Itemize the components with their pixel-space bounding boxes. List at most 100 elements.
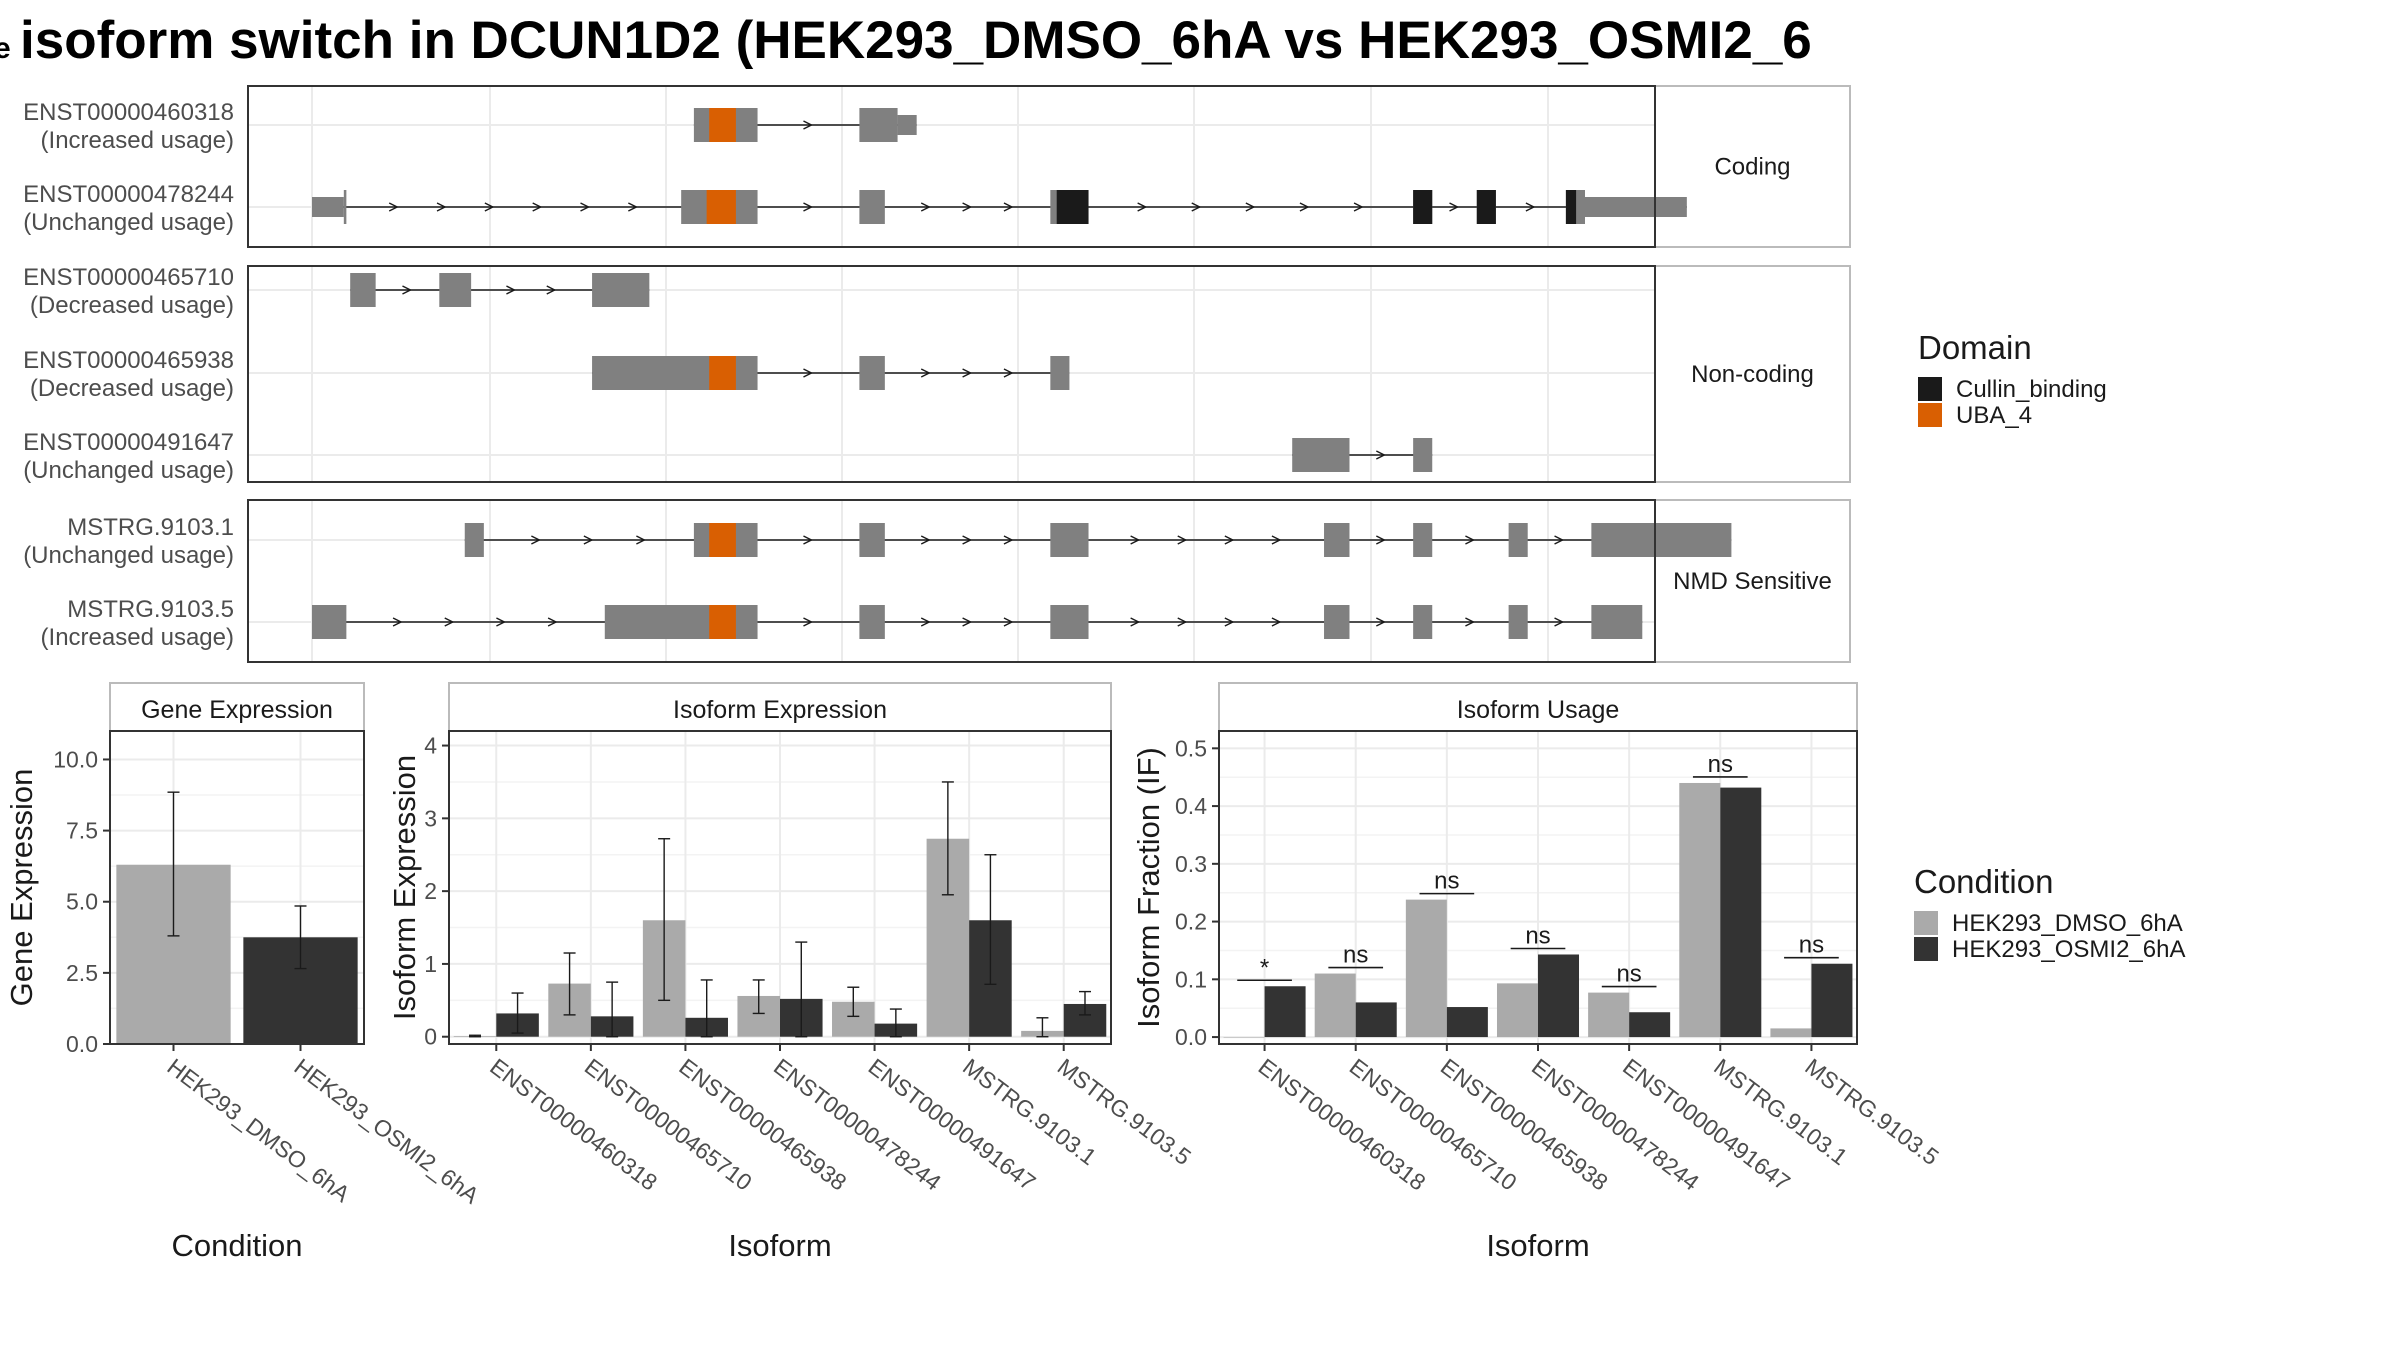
exon-0 — [1292, 438, 1350, 472]
chart-2: Isoform Usage 0.0 0.1 0.2 0.3 0.4 0.5 * ENST0000… — [1131, 682, 1944, 1263]
y-tick-label-3: 0.3 — [1175, 851, 1207, 877]
bar-HEK293_OSMI2_6hA-4 — [1629, 1012, 1671, 1038]
arrow-mark — [1245, 202, 1256, 212]
arrow-mark — [962, 617, 973, 627]
panel-background — [248, 500, 1655, 662]
bar-HEK293_OSMI2_6hA-2 — [1446, 1007, 1488, 1038]
chart-border — [109, 730, 365, 1045]
bar-HEK293_DMSO_6hA-0 — [1223, 1037, 1265, 1038]
panel-background — [248, 86, 1655, 247]
transcript-id-label: ENST00000465938 — [23, 347, 234, 374]
panel-border — [247, 499, 1656, 663]
legend-swatch-0 — [1914, 911, 1938, 935]
transcript-MSTRG.9103.1: MSTRG.9103.1(Unchanged usage) — [23, 514, 1732, 569]
transcript-status-label: (Increased usage) — [41, 624, 234, 651]
x-axis-title: Isoform — [1486, 1228, 1589, 1263]
chart-strip — [448, 682, 1112, 732]
legend-swatch-1 — [1914, 937, 1938, 961]
title-prefix: e — [0, 32, 11, 65]
transcript-status-label: (Unchanged usage) — [23, 209, 234, 236]
y-tick-label-4: 4 — [424, 733, 437, 759]
arrow-mark — [962, 368, 973, 378]
transcript-id-label: ENST00000478244 — [23, 181, 234, 208]
exon-7 — [1591, 523, 1732, 557]
arrow-mark — [1525, 202, 1536, 212]
transcript-status-label: (Increased usage) — [41, 127, 234, 154]
y-tick-label-4: 0.4 — [1175, 793, 1207, 819]
exon-1 — [343, 190, 347, 224]
arrow-mark — [628, 202, 638, 212]
significance-label-2: ns — [1434, 868, 1459, 895]
transcript-ENST00000465710: ENST00000465710(Decreased usage) — [23, 264, 650, 319]
panel-border — [247, 265, 1656, 483]
y-tick-label-1: 0.1 — [1175, 966, 1207, 992]
arrow-mark — [1130, 617, 1141, 627]
transcript-status-label: (Decreased usage) — [30, 375, 234, 402]
arrow-mark — [388, 202, 399, 212]
arrow-mark — [1271, 535, 1282, 545]
transcript-status-label: (Unchanged usage) — [23, 457, 234, 484]
domain-cullin-3 — [1476, 190, 1496, 224]
exon-2 — [859, 605, 885, 639]
y-axis-title: Gene Expression — [4, 769, 39, 1007]
arrow-mark — [1449, 202, 1460, 212]
arrow-mark — [444, 617, 455, 627]
legend-swatch-1 — [1918, 403, 1942, 427]
exon-0 — [312, 197, 344, 217]
exon-6 — [1508, 605, 1528, 639]
title-area: e isoform switch in DCUN1D2 (HEK293_DMSO… — [0, 11, 1812, 70]
y-tick-label-2: 2 — [424, 878, 437, 904]
arrow-mark — [803, 535, 814, 545]
exon-0 — [464, 523, 484, 557]
expression-charts: Gene Expression0.02.55.07.510.0HEK293_DM… — [4, 682, 1944, 1263]
transcript-status-label: (Decreased usage) — [30, 292, 234, 319]
bar-HEK293_DMSO_6hA-2 — [1405, 899, 1447, 1038]
chart-title: Isoform Usage — [1457, 696, 1620, 724]
x-tick-label-3: ENST00000478244 — [769, 1053, 946, 1195]
bar-HEK293_DMSO_6hA-4 — [1588, 992, 1630, 1038]
y-tick-label-3: 7.5 — [66, 818, 98, 844]
arrow-mark — [1224, 535, 1235, 545]
arrow-mark — [1177, 617, 1188, 627]
strip — [1654, 85, 1851, 248]
chart-title: Gene Expression — [141, 696, 333, 724]
domain-cullin-1 — [1056, 190, 1089, 224]
legend-label-0: HEK293_DMSO_6hA — [1952, 910, 2183, 937]
bar-HEK293_OSMI2_6hA-3 — [1538, 954, 1580, 1038]
legend-title: Condition — [1914, 863, 2053, 900]
significance-label-4: ns — [1616, 961, 1641, 988]
x-tick-label-0: ENST00000460318 — [1254, 1053, 1431, 1195]
exon-6 — [1508, 523, 1528, 557]
bar-HEK293_DMSO_6hA-3 — [1496, 983, 1538, 1038]
arrow-mark — [547, 617, 558, 627]
arrow-mark — [1130, 535, 1141, 545]
significance-label-3: ns — [1525, 922, 1550, 949]
exon-2 — [859, 523, 885, 557]
x-axis-title: Condition — [172, 1228, 303, 1263]
x-tick-label-1: ENST00000465710 — [1345, 1053, 1522, 1195]
significance-label-6: ns — [1799, 932, 1824, 959]
transcript-ENST00000460318: ENST00000460318(Increased usage) — [23, 99, 917, 154]
strip-label: Non-coding — [1691, 361, 1814, 388]
arrow-mark — [1465, 535, 1475, 545]
chart-strip — [1218, 682, 1858, 732]
arrow-mark — [1137, 202, 1148, 212]
y-axis-title: Isoform Fraction (IF) — [1131, 747, 1166, 1028]
arrow-mark — [531, 535, 541, 545]
legend-swatch-0 — [1918, 377, 1942, 401]
exon-0 — [350, 273, 376, 307]
exon-3 — [859, 190, 885, 224]
exon-5 — [1413, 523, 1433, 557]
transcript-status-label: (Unchanged usage) — [23, 542, 234, 569]
exon-8 — [1585, 197, 1687, 217]
arrow-mark — [1177, 535, 1188, 545]
legend-title: Domain — [1918, 329, 2032, 366]
significance-label-1: ns — [1343, 942, 1368, 969]
bar-HEK293_OSMI2_6hA-1 — [1355, 1002, 1397, 1038]
arrow-mark — [636, 535, 646, 545]
y-tick-label-2: 5.0 — [66, 889, 98, 915]
